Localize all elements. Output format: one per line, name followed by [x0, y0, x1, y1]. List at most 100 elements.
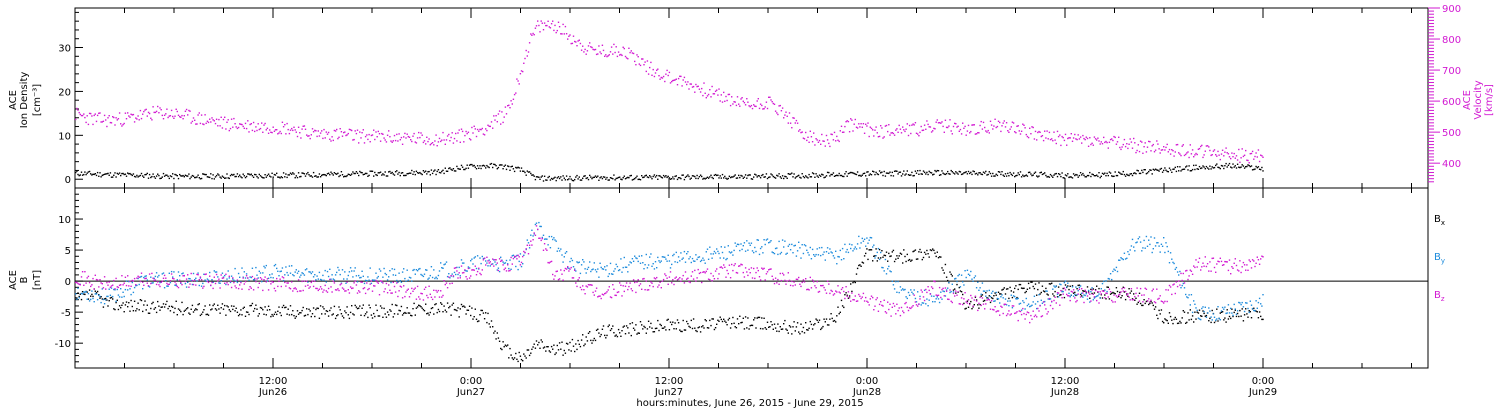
velocity-series-point — [334, 130, 337, 132]
field-series-by-point — [532, 235, 534, 237]
field-series-by-point — [672, 254, 674, 257]
field-series-bz-point — [553, 278, 555, 280]
density-series-point — [874, 173, 876, 176]
field-series-bx-point — [1196, 311, 1198, 313]
field-series-bz-point — [905, 301, 907, 304]
field-series-by-point — [683, 250, 686, 253]
field-series-bx-point — [348, 317, 351, 320]
density-series-point — [739, 176, 741, 179]
field-series-bx-point — [570, 350, 572, 352]
velocity-series-point — [471, 126, 473, 129]
field-series-bx-point — [1042, 290, 1045, 292]
density-series-point — [828, 171, 830, 174]
field-series-bx-point — [878, 248, 881, 251]
density-series-point — [153, 176, 155, 178]
field-series-by-point — [257, 277, 259, 279]
density-series-point — [226, 173, 228, 175]
field-series-bx-point — [1056, 296, 1059, 298]
density-series-point — [756, 176, 758, 178]
density-series-point — [340, 171, 343, 173]
velocity-series-point — [1001, 125, 1003, 127]
density-series-point — [777, 175, 779, 177]
field-series-by-point — [1171, 258, 1173, 260]
field-series-bz-point — [802, 279, 805, 281]
velocity-series-point — [627, 58, 629, 60]
field-series-bz-point — [422, 299, 425, 301]
field-series-by-point — [656, 267, 658, 269]
field-series-by — [75, 221, 1264, 321]
field-series-bz-point — [903, 311, 905, 314]
density-series-point — [471, 163, 473, 166]
field-series-bx-point — [1174, 316, 1176, 319]
field-series-bx-point — [934, 252, 936, 254]
field-series-by-point — [390, 281, 392, 284]
density-series-point — [876, 173, 878, 175]
field-series-by-point — [642, 262, 644, 264]
velocity-series-point — [456, 140, 458, 142]
field-series-by-point — [265, 264, 267, 267]
density-series-point — [653, 174, 656, 176]
field-series-by-point — [428, 277, 430, 279]
field-series-bz-point — [219, 287, 221, 289]
density-series-point — [1168, 167, 1171, 169]
field-series-bz-point — [117, 286, 120, 289]
field-series-bz-point — [256, 278, 258, 280]
velocity-series-point — [136, 118, 138, 120]
density-series-point — [390, 172, 392, 174]
velocity-series-point — [1071, 140, 1074, 142]
velocity-series-point — [1009, 128, 1011, 130]
field-series-bz-point — [899, 314, 902, 317]
density-series-point — [368, 174, 370, 177]
field-series-bx-point — [1181, 317, 1183, 319]
field-series-bz-point — [292, 290, 294, 292]
field-series-by-point — [937, 298, 940, 300]
field-series-bx-point — [990, 297, 993, 299]
field-series-by-point — [487, 265, 489, 267]
density-series-point — [481, 165, 483, 167]
field-series-bx-point — [1048, 283, 1051, 285]
velocity-series-point — [535, 25, 538, 27]
density-series-point — [1101, 172, 1104, 175]
field-series-by-point — [660, 260, 662, 262]
velocity-series-point — [1203, 154, 1205, 156]
field-series-by-point — [94, 293, 96, 295]
field-series-by-point — [400, 281, 403, 283]
field-series-bx-point — [636, 333, 638, 335]
field-series-bz-point — [242, 277, 244, 279]
field-series-bx-point — [680, 330, 682, 333]
field-series-bx-point — [95, 292, 98, 294]
density-series-point — [679, 177, 681, 179]
velocity-series-point — [926, 120, 928, 122]
field-series-by-point — [1251, 307, 1254, 310]
velocity-series-point — [720, 94, 722, 96]
field-series-bz-point — [408, 296, 411, 298]
field-series-by-point — [508, 267, 510, 270]
field-series-bz-point — [206, 280, 209, 282]
field-series-bx-point — [373, 312, 375, 315]
field-series-by-point — [628, 264, 630, 266]
field-series-bx-point — [608, 324, 610, 326]
field-series-by-point — [639, 262, 642, 264]
field-series-bz-point — [875, 298, 877, 301]
field-series-bx-point — [232, 308, 234, 311]
field-series-bx-point — [361, 307, 363, 309]
field-series-by-point — [530, 234, 532, 236]
density-series-point — [347, 173, 349, 175]
field-series-bx-point — [336, 315, 338, 317]
field-series-bx-point — [1195, 318, 1197, 320]
velocity-series-point — [830, 133, 832, 135]
field-series-by-point — [1250, 304, 1253, 306]
velocity-series-point — [1234, 157, 1236, 159]
density-series-point — [542, 180, 545, 182]
field-series-bz-point — [166, 282, 168, 285]
field-series-bz-point — [859, 295, 861, 297]
field-series-by-point — [657, 256, 659, 259]
velocity-series-point — [1034, 130, 1037, 133]
density-series-point — [1060, 175, 1062, 178]
field-series-bx-point — [874, 255, 876, 257]
field-series-bz-point — [792, 285, 794, 287]
velocity-series-point — [584, 48, 586, 51]
velocity-series-point — [795, 119, 798, 122]
density-series-point — [281, 176, 284, 179]
bottom-y-tick-label: 0 — [65, 277, 71, 288]
